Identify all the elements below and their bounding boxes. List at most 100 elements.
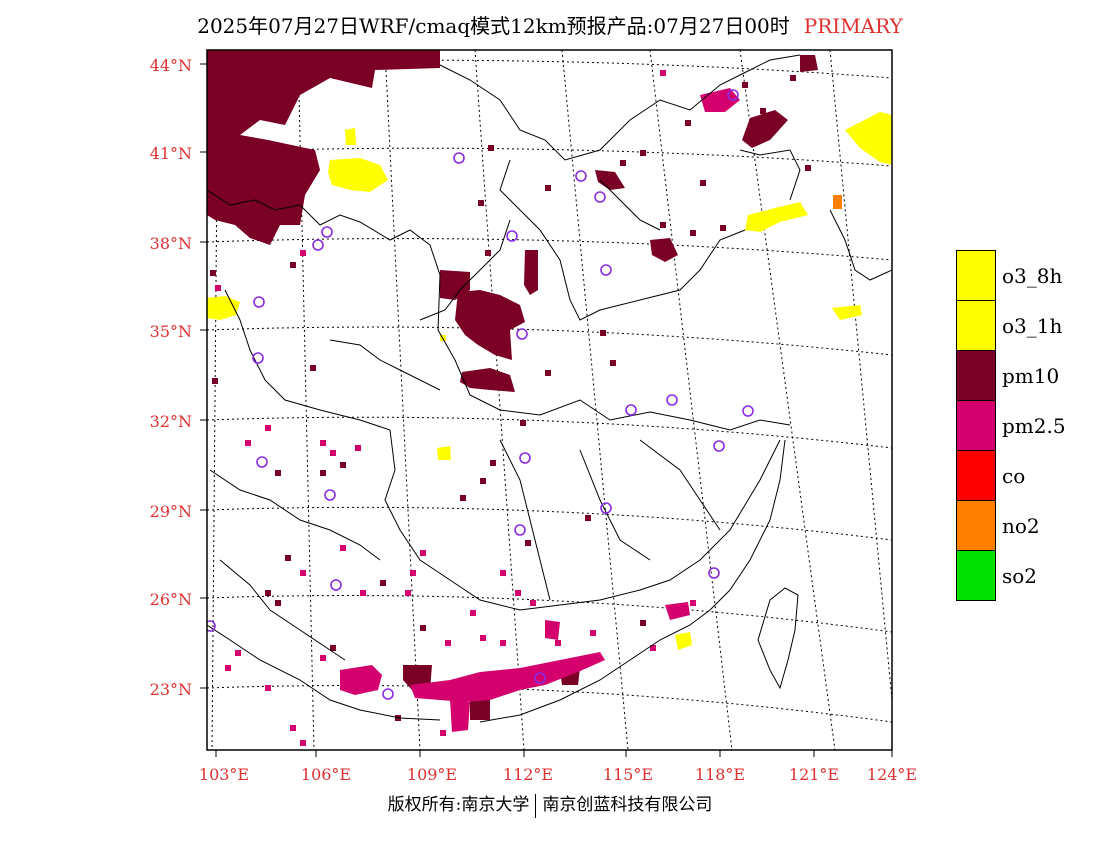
grid-cell bbox=[805, 165, 811, 171]
copyright-company: 南京创蓝科技有限公司 bbox=[542, 795, 713, 815]
station-marker bbox=[625, 404, 637, 416]
grid-cell bbox=[340, 545, 346, 551]
lat-label-29: 29°N bbox=[149, 502, 192, 521]
primary-label: PRIMARY bbox=[803, 14, 903, 38]
grid-cell bbox=[300, 570, 306, 576]
legend-label: o3_8h bbox=[1002, 264, 1063, 288]
legend-swatch bbox=[956, 350, 996, 401]
legend-label: pm10 bbox=[1002, 364, 1060, 388]
grid-cell bbox=[290, 262, 296, 268]
legend-label: so2 bbox=[1002, 564, 1038, 588]
grid-cell bbox=[275, 600, 281, 606]
legend-swatch bbox=[956, 300, 996, 351]
grid-cell bbox=[212, 378, 218, 384]
grid-cell bbox=[225, 665, 231, 671]
pm25-areas bbox=[340, 88, 740, 732]
grid-cell bbox=[600, 330, 606, 336]
grid-cell bbox=[690, 600, 696, 606]
grid-cell bbox=[620, 160, 626, 166]
station-marker bbox=[253, 296, 265, 308]
station-marker bbox=[330, 579, 342, 591]
grid-cell bbox=[445, 640, 451, 646]
grid-cell bbox=[360, 590, 366, 596]
grid-cell bbox=[640, 150, 646, 156]
lon-label-115: 115°E bbox=[602, 765, 654, 784]
legend-swatch bbox=[956, 550, 996, 601]
grid-cell bbox=[285, 555, 291, 561]
station-marker bbox=[708, 567, 720, 579]
grid-cell bbox=[275, 470, 281, 476]
station-marker bbox=[382, 688, 394, 700]
grid-cell bbox=[235, 650, 241, 656]
legend-swatch bbox=[956, 450, 996, 501]
station-marker bbox=[324, 489, 336, 501]
legend-label: co bbox=[1002, 464, 1026, 488]
boundaries bbox=[207, 54, 892, 723]
grid-cell bbox=[660, 70, 666, 76]
grid-cell bbox=[650, 645, 656, 651]
legend-label: pm2.5 bbox=[1002, 414, 1066, 438]
copyright-owner: 版权所有:南京大学 bbox=[387, 795, 530, 815]
grid-cell bbox=[300, 250, 306, 256]
station-marker bbox=[516, 328, 528, 340]
grid-cell bbox=[480, 478, 486, 484]
legend-swatch bbox=[956, 500, 996, 551]
copyright: 版权所有:南京大学 南京创蓝科技有限公司 bbox=[0, 790, 1100, 818]
lat-label-26: 26°N bbox=[149, 590, 192, 609]
grid-cell bbox=[760, 108, 766, 114]
grid-cell bbox=[590, 630, 596, 636]
grid-cell bbox=[525, 540, 531, 546]
no2-area bbox=[833, 195, 842, 209]
grid-cell bbox=[215, 285, 221, 291]
station-marker bbox=[207, 620, 216, 632]
grid-cell bbox=[520, 420, 526, 426]
lon-label-106: 106°E bbox=[300, 765, 352, 784]
lat-label-35: 35°N bbox=[149, 322, 192, 341]
station-marker bbox=[600, 502, 612, 514]
lon-label-103: 103°E bbox=[198, 765, 250, 784]
grid-cell bbox=[300, 740, 306, 746]
grid-cell bbox=[330, 450, 336, 456]
grid-cell bbox=[610, 360, 616, 366]
station-marker bbox=[519, 452, 531, 464]
station-marker bbox=[453, 152, 465, 164]
grid-cell bbox=[420, 550, 426, 556]
grid-cell bbox=[320, 470, 326, 476]
grid-cell bbox=[478, 200, 484, 206]
grid-cell bbox=[690, 230, 696, 236]
title-text: 2025年07月27日WRF/cmaq模式12km预报产品:07月27日00时 bbox=[197, 14, 790, 38]
station-marker bbox=[666, 394, 678, 406]
grid-cell bbox=[410, 570, 416, 576]
legend-label: no2 bbox=[1002, 514, 1040, 538]
lat-label-38: 38°N bbox=[149, 234, 192, 253]
grid-cell bbox=[265, 590, 271, 596]
grid-cell bbox=[330, 645, 336, 651]
grid-cell bbox=[440, 730, 446, 736]
grid-cell bbox=[742, 82, 748, 88]
grid-cell bbox=[640, 620, 646, 626]
grid-cell bbox=[355, 445, 361, 451]
grid-cell bbox=[585, 515, 591, 521]
grid-cell bbox=[320, 655, 326, 661]
monitoring-stations bbox=[207, 89, 754, 700]
grid-cell bbox=[490, 460, 496, 466]
station-marker bbox=[534, 672, 546, 684]
grid-cell bbox=[515, 590, 521, 596]
grid-cell bbox=[210, 270, 216, 276]
scattered-cells bbox=[210, 70, 811, 746]
grid-cell bbox=[545, 370, 551, 376]
station-marker bbox=[594, 191, 606, 203]
map-title: 2025年07月27日WRF/cmaq模式12km预报产品:07月27日00时 P… bbox=[0, 10, 1100, 39]
lat-label-41: 41°N bbox=[149, 144, 192, 163]
grid-cell bbox=[660, 222, 666, 228]
station-marker bbox=[742, 405, 754, 417]
grid-cell bbox=[265, 685, 271, 691]
grid-cell bbox=[420, 625, 426, 631]
grid-cell bbox=[545, 185, 551, 191]
grid-cell bbox=[310, 365, 316, 371]
grid-cell bbox=[485, 250, 491, 256]
grid-cell bbox=[405, 590, 411, 596]
grid-cell bbox=[720, 225, 726, 231]
station-marker bbox=[321, 226, 333, 238]
copyright-separator bbox=[535, 793, 537, 818]
